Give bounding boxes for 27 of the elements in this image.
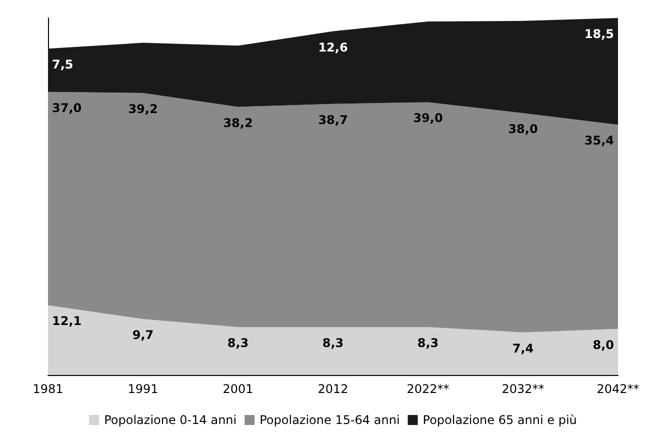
data-label: 35,4 — [584, 134, 614, 148]
x-tick-label: 2032** — [502, 382, 544, 396]
data-label: 18,5 — [584, 27, 614, 41]
data-label: 8,3 — [417, 336, 439, 350]
x-tick-label: 2042** — [596, 382, 640, 396]
data-label: 7,4 — [512, 341, 534, 356]
data-label: 39,2 — [128, 102, 158, 116]
data-label: 12,1 — [52, 314, 82, 328]
x-tick-label: 2012 — [318, 382, 348, 396]
x-tick-label: 1981 — [32, 382, 64, 396]
data-label: 12,6 — [318, 40, 348, 54]
legend-label: Popolazione 0-14 anni — [104, 413, 237, 427]
x-tick-label: 2001 — [222, 382, 254, 396]
legend-label: Popolazione 65 anni e più — [422, 413, 577, 427]
data-label: 38,7 — [318, 112, 348, 127]
data-label: 7,5 — [52, 58, 74, 72]
data-label: 38,2 — [223, 116, 253, 130]
x-tick-label: 1991 — [128, 382, 158, 396]
data-label: 8,0 — [592, 338, 614, 352]
data-label: 9,7 — [132, 328, 154, 342]
data-label: 38,0 — [508, 122, 538, 136]
legend-label: Popolazione 15-64 anni — [260, 413, 400, 427]
data-label: 8,3 — [227, 336, 249, 350]
data-label: 8,3 — [322, 336, 344, 350]
data-label: 39,0 — [413, 111, 443, 126]
data-label: 37,0 — [52, 100, 82, 115]
x-tick-label: 2022** — [406, 382, 450, 396]
